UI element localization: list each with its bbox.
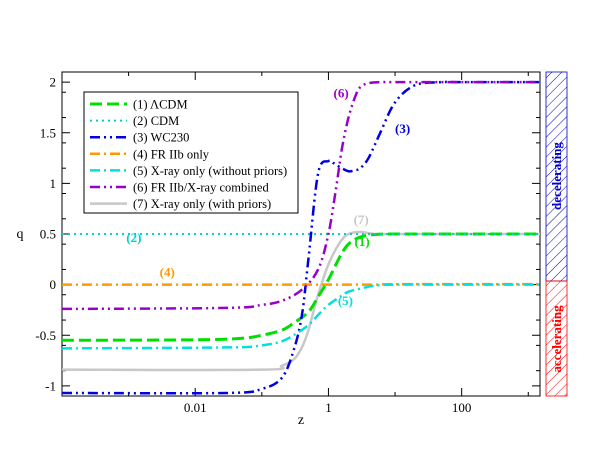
y-tick-label: -0.5 [35, 328, 56, 343]
annotation-a7: (7) [354, 212, 369, 227]
legend-entry-s3: (3) WC230 [90, 131, 189, 145]
accelerating-label: accelerating [549, 305, 564, 373]
region-bar: decelerating accelerating [545, 71, 568, 397]
legend-label: (7) X-ray only (with priors) [133, 197, 271, 211]
series-layer [62, 80, 540, 395]
y-tick-label: -1 [45, 378, 56, 393]
y-axis-label: q [17, 227, 24, 242]
series-line-s7 [62, 230, 540, 372]
series-line-s5 [62, 283, 540, 350]
accelerating-region [545, 280, 568, 397]
legend-entry-s4: (4) FR IIb only [90, 147, 210, 161]
legend: (1) ΛCDM (2) CDM (3) WC230 (4) FR IIb only (… [83, 91, 299, 214]
y-tick-label: 2 [50, 75, 57, 90]
annotation-a4: (4) [160, 265, 175, 280]
annotation-a6: (6) [334, 85, 349, 100]
legend-entry-s7: (7) X-ray only (with priors) [90, 197, 271, 211]
x-tick-label: 100 [452, 400, 472, 415]
annotation-a1: (1) [355, 234, 370, 249]
legend-entry-s5: (5) X-ray only (without priors) [90, 164, 287, 178]
legend-entry-s1: (1) ΛCDM [90, 98, 188, 112]
legend-entry-s2: (2) CDM [90, 114, 179, 128]
legend-label: (4) FR IIb only [133, 147, 210, 161]
legend-label: (5) X-ray only (without priors) [133, 164, 287, 178]
legend-box [83, 91, 299, 214]
annotation-a5: (5) [338, 293, 353, 308]
legend-label: (3) WC230 [133, 131, 189, 145]
x-tick-label: 0.01 [184, 400, 207, 415]
y-tick-label: 0 [50, 277, 57, 292]
series-line-s1 [62, 232, 540, 342]
series-line-s4 [62, 282, 540, 286]
x-tick-label: 1 [325, 400, 332, 415]
series-line-s3 [62, 80, 540, 395]
legend-entry-s6: (6) FR IIb/X-ray combined [90, 181, 269, 195]
y-tick-label: 1.5 [40, 125, 56, 140]
legend-label: (6) FR IIb/X-ray combined [133, 181, 269, 195]
legend-label: (1) ΛCDM [133, 98, 188, 112]
annotation-layer: (1) (2) (3) (4) (5) (6) (7) [126, 85, 410, 308]
y-tick-label: 1 [50, 176, 57, 191]
tick-labels: -1 -0.5 0 0.5 1 1.5 2 0.01 1 100 [35, 75, 471, 415]
series-line-s6 [62, 80, 540, 311]
y-tick-label: 0.5 [40, 227, 56, 242]
annotation-a3: (3) [395, 121, 410, 136]
legend-label: (2) CDM [133, 114, 179, 128]
decelerating-label: decelerating [549, 142, 564, 210]
x-axis-label: z [298, 413, 304, 428]
annotation-a2: (2) [126, 230, 141, 245]
